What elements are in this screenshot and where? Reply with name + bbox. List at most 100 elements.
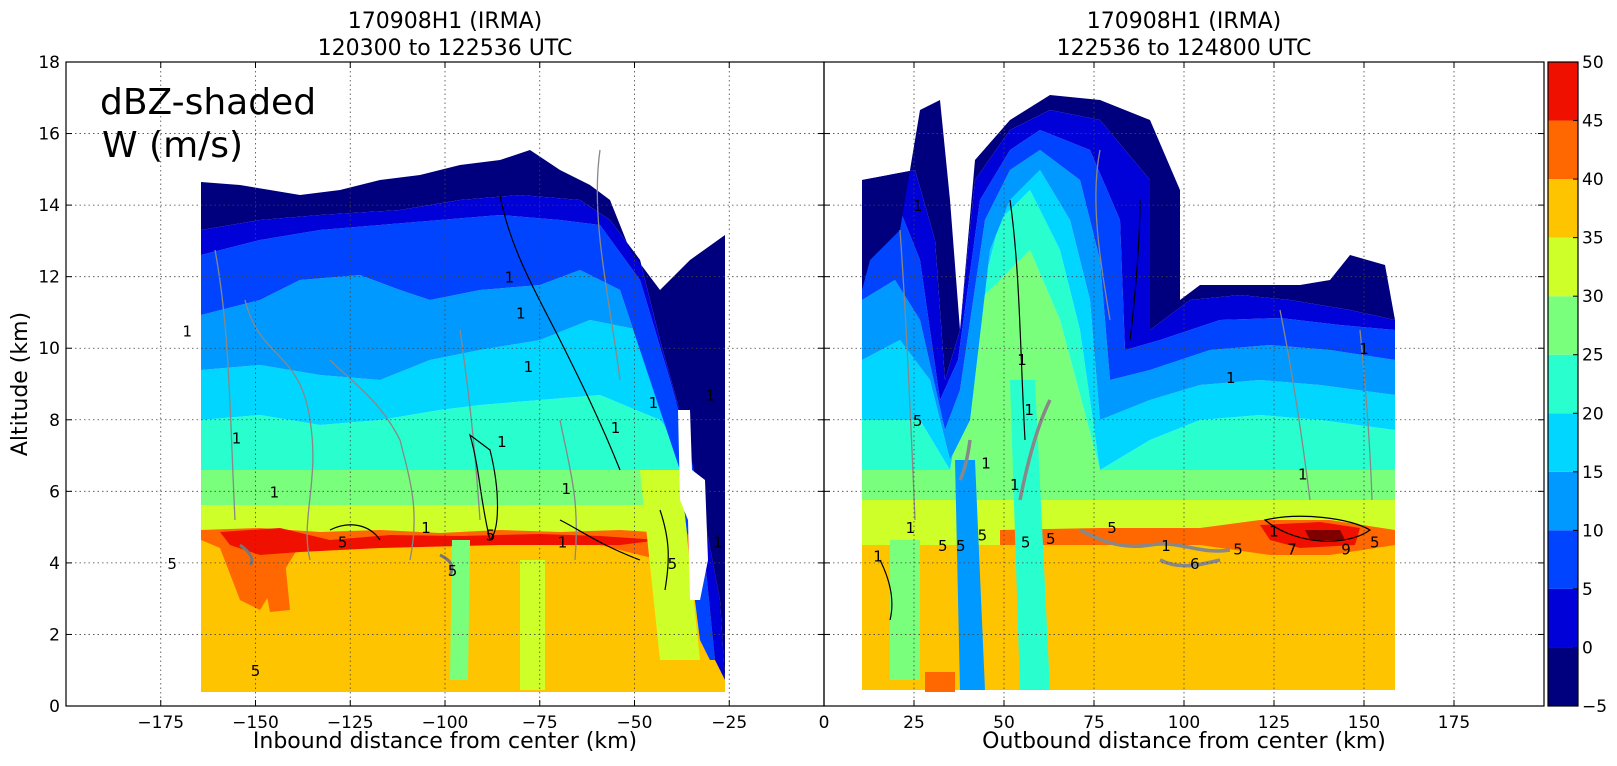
right-band-5-10 — [862, 150, 1395, 460]
left-contour-label: 5 — [338, 533, 348, 551]
left-black-contours — [329, 194, 669, 591]
left-band-20-25 — [201, 470, 725, 505]
left-orange-streak — [260, 560, 290, 612]
left-x-tick-label: −125 — [327, 713, 374, 733]
right-thick-contours — [958, 399, 1231, 568]
right-contour-label: 7 — [1287, 541, 1297, 559]
left-contour-label: 1 — [497, 433, 507, 451]
left-contour-label: 1 — [611, 419, 621, 437]
left-contour-label: 5 — [668, 555, 678, 573]
left-contour-label: 5 — [251, 662, 261, 680]
y-tick-label: 12 — [38, 268, 60, 288]
y-tick-label: 8 — [49, 411, 60, 431]
right-convective-column — [955, 460, 985, 690]
right-green-column — [890, 540, 920, 680]
y-tick-label: 0 — [49, 697, 60, 717]
right-x-tick-label: 50 — [993, 713, 1015, 733]
right-band-20-25 — [862, 250, 1395, 500]
left-band-below-neg5 — [201, 150, 725, 680]
left-panel: −175 −150 −125 −100 −75 −50 −25 0 2 4 6 8 10 12 14 16 1… — [8, 9, 825, 754]
colorbar-segment — [1548, 120, 1578, 180]
right-x-tick-label: 150 — [1348, 713, 1380, 733]
left-contour-label: 1 — [713, 533, 723, 551]
left-y-ticks: 0 2 4 6 8 10 12 14 16 18 — [38, 53, 60, 717]
colorbar-tick-label: 15 — [1582, 463, 1604, 483]
right-contour-label: 5 — [1021, 533, 1031, 551]
right-contour-label: 1 — [1226, 369, 1236, 387]
right-contour-label: 6 — [1190, 555, 1200, 573]
colorbar-tick-label: 35 — [1582, 229, 1604, 249]
left-contour-label: 1 — [649, 394, 659, 412]
y-tick-label: 10 — [38, 339, 60, 359]
colorbar-segment — [1548, 530, 1578, 589]
left-green-column-1 — [450, 540, 470, 680]
right-contour-label: 1 — [906, 519, 916, 537]
colorbar-segment — [1548, 647, 1578, 706]
right-contour-label: 1 — [1017, 351, 1027, 369]
left-contour-label: 1 — [421, 519, 431, 537]
right-contour-label: 5 — [956, 537, 966, 555]
left-x-tick-label: −150 — [232, 713, 279, 733]
left-contour-label: 1 — [516, 304, 526, 322]
left-green-column-2 — [520, 560, 545, 690]
left-x-tick-label: −50 — [617, 713, 653, 733]
right-contour-label: 5 — [1233, 541, 1243, 559]
left-contour-label: 1 — [558, 533, 568, 551]
left-contour-label: 1 — [524, 358, 534, 376]
left-contour-label: 1 — [270, 483, 280, 501]
left-band-15-20 — [201, 395, 725, 470]
right-black-contours — [879, 199, 1372, 621]
left-y-axis-label: Altitude (km) — [8, 312, 33, 456]
left-reflectivity-field — [201, 149, 725, 692]
colorbar-segment — [1548, 296, 1578, 355]
right-contour-label: 5 — [1107, 519, 1117, 537]
y-tick-label: 16 — [38, 125, 60, 145]
colorbar-segment — [1548, 354, 1578, 414]
left-band-0-5 — [201, 215, 715, 660]
left-x-tick-label: −75 — [522, 713, 558, 733]
right-contour-label: 5 — [1046, 530, 1056, 548]
left-x-ticks: −175 −150 −125 −100 −75 −50 −25 — [137, 62, 747, 733]
colorbar-segment — [1548, 237, 1578, 297]
colorbar-tick-label: 40 — [1582, 170, 1604, 190]
colorbar-segment — [1548, 471, 1578, 531]
left-contour-label: 1 — [706, 387, 716, 405]
colorbar-segment — [1548, 588, 1578, 648]
left-contour-label: 5 — [167, 555, 177, 573]
right-contour-label: 1 — [981, 455, 991, 473]
left-title-line1: 170908H1 (IRMA) — [348, 9, 543, 34]
right-contour-label: 5 — [1370, 533, 1380, 551]
right-band-30-35 — [862, 545, 1395, 690]
left-band-5-10 — [201, 270, 710, 660]
right-reflectivity-field — [862, 95, 1395, 692]
right-x-tick-label: 75 — [1083, 713, 1105, 733]
right-orange-patch — [925, 672, 955, 692]
right-band-below-neg5 — [862, 95, 1395, 380]
right-contour-label: 5 — [913, 412, 923, 430]
left-x-tick-label: −25 — [711, 713, 747, 733]
y-tick-label: 2 — [49, 625, 60, 645]
annotation-dbz: dBZ-shaded — [100, 82, 316, 123]
colorbar-tick-label: −5 — [1582, 697, 1607, 717]
right-x-tick-label: 0 — [819, 713, 830, 733]
left-x-axis-label: Inbound distance from center (km) — [253, 729, 637, 754]
left-contour-label: 1 — [183, 322, 193, 340]
left-contour-label: 1 — [505, 269, 515, 287]
right-band-10-15 — [862, 170, 1395, 470]
y-tick-label: 6 — [49, 482, 60, 502]
left-title-line2: 120300 to 122536 UTC — [318, 36, 573, 61]
y-tick-label: 4 — [49, 554, 60, 574]
y-tick-label: 14 — [38, 196, 60, 216]
colorbar-tick-label: 20 — [1582, 404, 1604, 424]
colorbar-tick-label: 0 — [1582, 638, 1593, 658]
left-thick-contours — [239, 543, 454, 576]
right-x-ticks: 0 25 50 75 100 125 150 175 — [819, 62, 1470, 733]
right-contour-label: 1 — [913, 197, 923, 215]
right-band-15-20 — [862, 190, 1395, 470]
right-x-tick-label: 125 — [1258, 713, 1290, 733]
right-title-line1: 170908H1 (IRMA) — [1087, 9, 1282, 34]
right-convective-column-core — [1010, 380, 1050, 690]
